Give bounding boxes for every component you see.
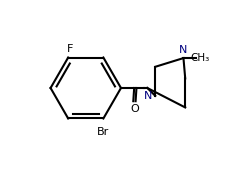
Text: F: F: [67, 44, 73, 54]
Text: O: O: [130, 104, 139, 114]
Text: Br: Br: [96, 127, 109, 137]
Text: N: N: [179, 45, 188, 55]
Text: N: N: [144, 91, 152, 101]
Text: CH₃: CH₃: [190, 53, 210, 63]
